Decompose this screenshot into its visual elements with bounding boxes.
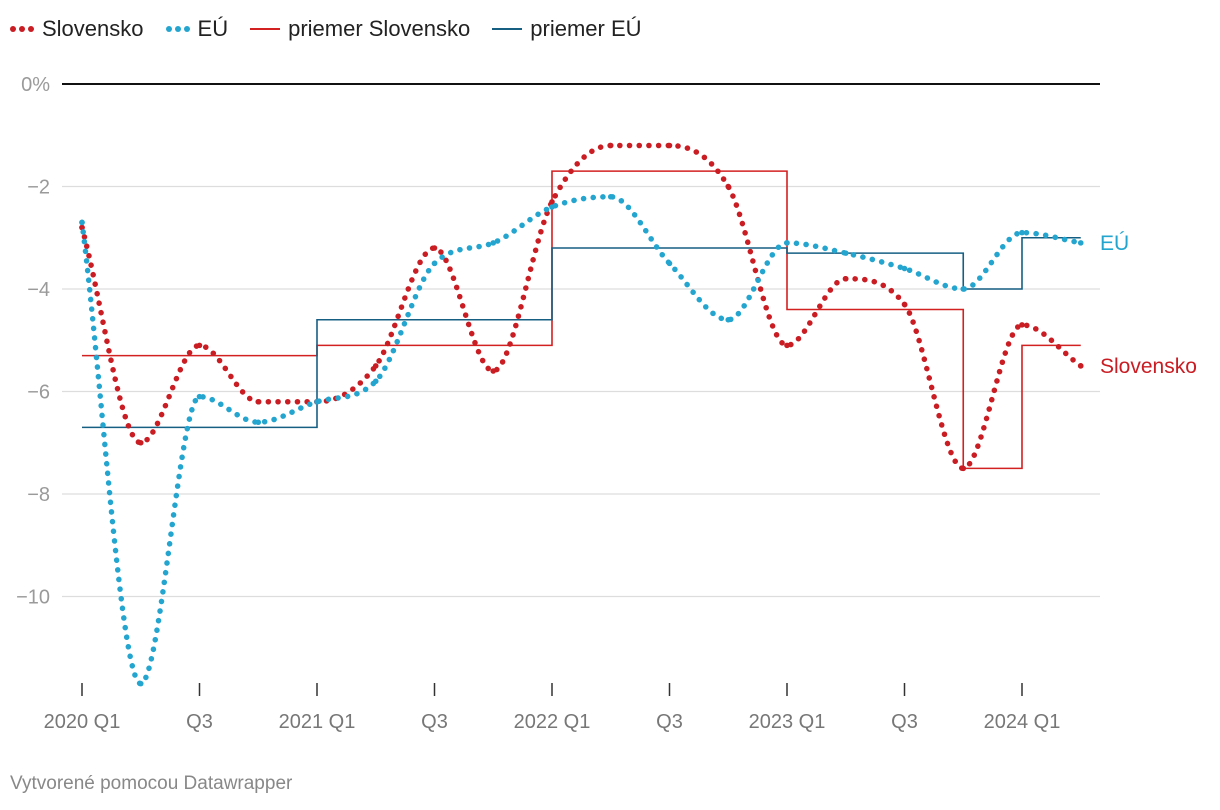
data-point-eu[interactable] [1019, 229, 1025, 236]
chart-legend: Slovensko EÚ priemer Slovensko priemer E… [10, 14, 642, 44]
x-tick-label: 2023 Q1 [749, 711, 826, 733]
series-eu-line [79, 193, 1084, 687]
data-point-slovensko[interactable] [1077, 363, 1084, 369]
data-point-eu[interactable] [255, 419, 262, 426]
gridlines [62, 83, 1100, 598]
series-priemer-eu-step [82, 236, 1081, 429]
data-point-slovensko[interactable] [901, 301, 908, 308]
y-tick-label: −6 [27, 382, 50, 404]
data-point-slovensko[interactable] [725, 183, 732, 190]
x-tick-label: Q3 [186, 711, 213, 733]
legend-item-slovensko[interactable]: Slovensko [10, 16, 144, 42]
data-point-slovensko[interactable] [490, 368, 497, 374]
end-label-eu: EÚ [1100, 232, 1129, 255]
data-point-eu[interactable] [960, 286, 967, 292]
data-point-slovensko[interactable] [784, 342, 790, 349]
data-point-slovensko[interactable] [196, 342, 203, 349]
series-priemer-slovensko-step [82, 170, 1081, 470]
data-point-eu[interactable] [196, 393, 203, 400]
data-point-eu[interactable] [549, 204, 555, 210]
legend-label: Slovensko [42, 16, 144, 41]
data-point-eu[interactable] [137, 680, 144, 687]
series-end-labels: Slovensko EÚ [1100, 232, 1197, 378]
x-tick-label: 2020 Q1 [44, 711, 121, 733]
legend-label: priemer EÚ [530, 16, 642, 41]
x-tick-label: 2024 Q1 [984, 711, 1061, 733]
footer-credit: Vytvorené pomocou Datawrapper [10, 773, 293, 794]
y-tick-label: −2 [27, 177, 50, 199]
data-point-eu[interactable] [784, 240, 790, 246]
data-point-eu[interactable] [314, 398, 320, 405]
x-tick-label: Q3 [656, 711, 683, 733]
data-point-eu[interactable] [725, 316, 732, 323]
legend-label: priemer Slovensko [288, 16, 471, 41]
y-tick-label: −4 [27, 279, 50, 301]
x-tick-label: 2022 Q1 [514, 711, 591, 733]
data-point-slovensko[interactable] [1019, 322, 1025, 328]
data-point-slovensko[interactable] [842, 275, 849, 282]
solid-line-red-swatch [250, 28, 281, 30]
x-tick-label: Q3 [891, 711, 918, 733]
x-axis: 2020 Q1 Q3 2021 Q1 Q3 2022 Q1 Q3 2023 Q1 Q3 2024… [44, 683, 1061, 733]
legend-item-eu[interactable]: EÚ [165, 16, 229, 42]
x-tick-label: 2021 Q1 [279, 711, 356, 733]
y-axis: 0% −2 −4 −6 −8 −10 [16, 74, 50, 609]
data-point-eu[interactable] [79, 219, 85, 226]
y-tick-label: −8 [27, 484, 50, 506]
data-point-eu[interactable] [842, 250, 849, 256]
dotted-line-blue-swatch [165, 26, 190, 32]
quarterly-dotted-lines [79, 142, 1084, 687]
data-point-eu[interactable] [1077, 240, 1084, 246]
data-point-slovensko[interactable] [137, 439, 144, 446]
dotted-line-red-swatch [10, 26, 34, 32]
y-tick-label: −10 [16, 587, 50, 609]
series-slovensko-line [79, 142, 1084, 472]
x-tick-label: Q3 [421, 711, 448, 733]
data-point-slovensko[interactable] [431, 245, 438, 251]
legend-item-priemer-eu[interactable]: priemer EÚ [492, 16, 642, 42]
data-point-slovensko[interactable] [960, 465, 967, 472]
data-point-eu[interactable] [431, 260, 438, 267]
legend-item-priemer-slovensko[interactable]: priemer Slovensko [250, 16, 470, 42]
data-point-eu[interactable] [901, 265, 908, 272]
data-point-eu[interactable] [666, 260, 673, 267]
data-point-eu[interactable] [372, 378, 379, 385]
data-point-slovensko[interactable] [666, 142, 673, 149]
y-tick-label: 0% [21, 74, 50, 96]
data-point-eu[interactable] [490, 240, 497, 246]
solid-line-navy-swatch [492, 28, 523, 30]
data-point-slovensko[interactable] [549, 199, 555, 205]
average-step-lines [82, 170, 1081, 470]
data-point-slovensko[interactable] [255, 398, 262, 405]
legend-label: EÚ [197, 16, 229, 41]
data-point-eu[interactable] [607, 193, 614, 200]
data-point-slovensko[interactable] [372, 363, 379, 369]
data-point-slovensko[interactable] [79, 224, 85, 231]
data-point-slovensko[interactable] [607, 142, 614, 149]
end-label-slovensko: Slovensko [1100, 355, 1197, 378]
